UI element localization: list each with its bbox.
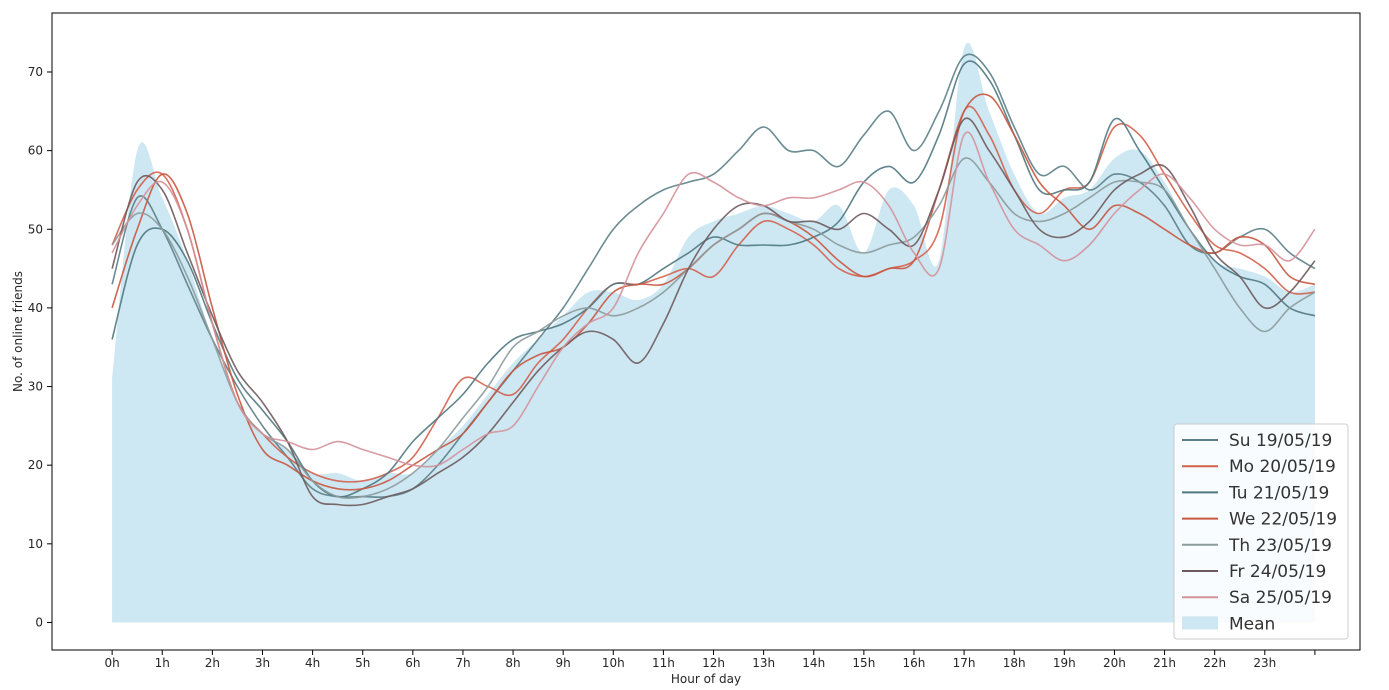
x-tick-label: 9h [556, 656, 571, 670]
legend-entry-tu-21-05-19: Tu 21/05/19 [1228, 483, 1329, 503]
mean-area-layer [112, 42, 1315, 623]
series-line-su-19-05-19 [111, 53, 1316, 499]
x-tick-label: 3h [255, 656, 270, 670]
x-tick-label: 21h [1153, 656, 1176, 670]
series-line-th-23-05-19 [111, 157, 1316, 499]
y-tick-label: 70 [28, 65, 43, 79]
series-line-fr-24-05-19 [111, 117, 1316, 507]
plot-frame [51, 12, 1361, 651]
x-tick-label: 20h [1103, 656, 1126, 670]
x-tick-label: 22h [1203, 656, 1226, 670]
y-tick-label: 30 [28, 380, 43, 394]
series-line-sa-25-05-19 [111, 131, 1316, 468]
legend-entry-th-23-05-19: Th 23/05/19 [1228, 536, 1332, 556]
x-tick-label: 18h [1003, 656, 1026, 670]
x-tick-label: 11h [652, 656, 675, 670]
x-tick-label: 15h [852, 656, 875, 670]
legend-entry-mo-20-05-19: Mo 20/05/19 [1229, 457, 1336, 477]
x-tick-label: 17h [953, 656, 976, 670]
x-tick-label: 6h [405, 656, 420, 670]
legend-entry-fr-24-05-19: Fr 24/05/19 [1229, 562, 1326, 582]
x-tick-label: 14h [802, 656, 825, 670]
x-tick-label: 12h [702, 656, 725, 670]
x-axis-ticks: 0h 1h 2h 3h 4h 5h 6h 7h 8h 9h 10h 11h 12h 13h 14h 15h 16… [105, 650, 1316, 670]
area-mean [112, 42, 1315, 623]
legend-entry-we-22-05-19: We 22/05/19 [1229, 510, 1337, 530]
x-tick-label: 23h [1253, 656, 1276, 670]
y-tick-label: 10 [28, 537, 43, 551]
x-axis-label: Hour of day [671, 672, 741, 686]
x-tick-label: 2h [205, 656, 220, 670]
series-line-mo-20-05-19 [111, 105, 1315, 483]
x-tick-label: 0h [105, 656, 120, 670]
y-tick-label: 20 [28, 458, 43, 472]
y-tick-label: 0 [35, 615, 43, 629]
x-tick-label: 4h [305, 656, 320, 670]
y-axis-ticks: 0 10 20 30 40 50 60 70 [28, 65, 52, 629]
x-tick-label: 5h [355, 656, 370, 670]
y-tick-label: 50 [28, 222, 43, 236]
legend-entry-mean: Mean [1229, 614, 1275, 634]
x-tick-label: 1h [155, 656, 170, 670]
y-axis-label: No. of online friends [11, 271, 25, 392]
series-lines-layer [111, 53, 1316, 507]
x-tick-label: 13h [752, 656, 775, 670]
legend-box [1173, 423, 1349, 640]
x-tick-label: 16h [903, 656, 926, 670]
y-tick-label: 60 [28, 144, 43, 158]
x-tick-label: 10h [602, 656, 625, 670]
legend: Su 19/05/19 Mo 20/05/19 Tu 21/05/19 We 22/0… [1173, 423, 1349, 640]
legend-swatch-mean [1182, 616, 1218, 630]
x-tick-label: 7h [455, 656, 470, 670]
x-tick-label: 8h [505, 656, 520, 670]
x-tick-label: 19h [1053, 656, 1076, 670]
y-tick-label: 40 [28, 301, 43, 315]
legend-entry-sa-25-05-19: Sa 25/05/19 [1229, 588, 1332, 608]
legend-entry-su-19-05-19: Su 19/05/19 [1229, 431, 1332, 451]
